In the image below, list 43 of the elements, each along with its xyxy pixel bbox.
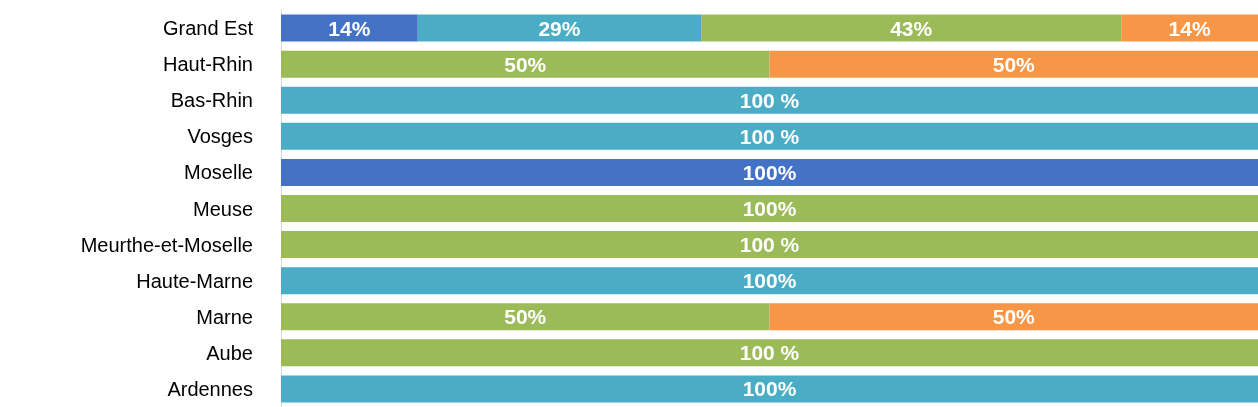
- y-tick-label: Grand Est: [162, 17, 254, 40]
- bar: [281, 375, 1258, 403]
- data-label: 50%: [992, 305, 1036, 329]
- bar: [281, 122, 1258, 150]
- data-label: 43%: [890, 16, 933, 40]
- data-label: 100%: [742, 197, 797, 220]
- data-label: 14%: [1168, 16, 1211, 40]
- data-label: 50%: [504, 52, 547, 76]
- bar: [281, 14, 418, 42]
- y-tick-label: Meurthe-et-Moselle: [80, 233, 253, 256]
- data-label: 100%: [742, 160, 797, 184]
- y-tick-label: Marne: [196, 305, 253, 328]
- y-tick-label: Aube: [206, 341, 253, 364]
- data-label: 50%: [504, 305, 547, 329]
- bar: [281, 195, 1258, 222]
- bar: [281, 267, 1258, 295]
- bar: [281, 231, 1258, 259]
- data-label: 100 %: [739, 233, 800, 257]
- bar: [701, 14, 1122, 42]
- y-tick-label: Bas-Rhin: [170, 89, 253, 112]
- data-label: 100%: [742, 377, 797, 401]
- y-tick-label: Moselle: [184, 161, 253, 184]
- y-tick-label: Vosges: [187, 125, 253, 148]
- data-label: 29%: [538, 16, 581, 40]
- bar: [769, 50, 1258, 78]
- y-tick-label: Meuse: [192, 197, 253, 220]
- y-tick-label: Haute-Marne: [136, 269, 253, 292]
- bar: [281, 158, 1258, 186]
- data-label: 100 %: [739, 124, 800, 148]
- data-label: 100 %: [739, 88, 800, 112]
- bar: [1121, 14, 1258, 42]
- data-label: 50%: [992, 52, 1036, 76]
- bar: [281, 339, 1258, 367]
- data-label: 100 %: [739, 341, 800, 365]
- data-label: 14%: [328, 16, 371, 40]
- data-label: 100%: [742, 269, 797, 293]
- bar: [281, 50, 770, 78]
- bar: [281, 303, 770, 331]
- bar: [281, 86, 1258, 114]
- bar: [769, 303, 1258, 331]
- bar: [417, 14, 702, 42]
- y-tick-label: Ardennes: [167, 377, 253, 400]
- y-tick-label: Haut-Rhin: [162, 53, 253, 76]
